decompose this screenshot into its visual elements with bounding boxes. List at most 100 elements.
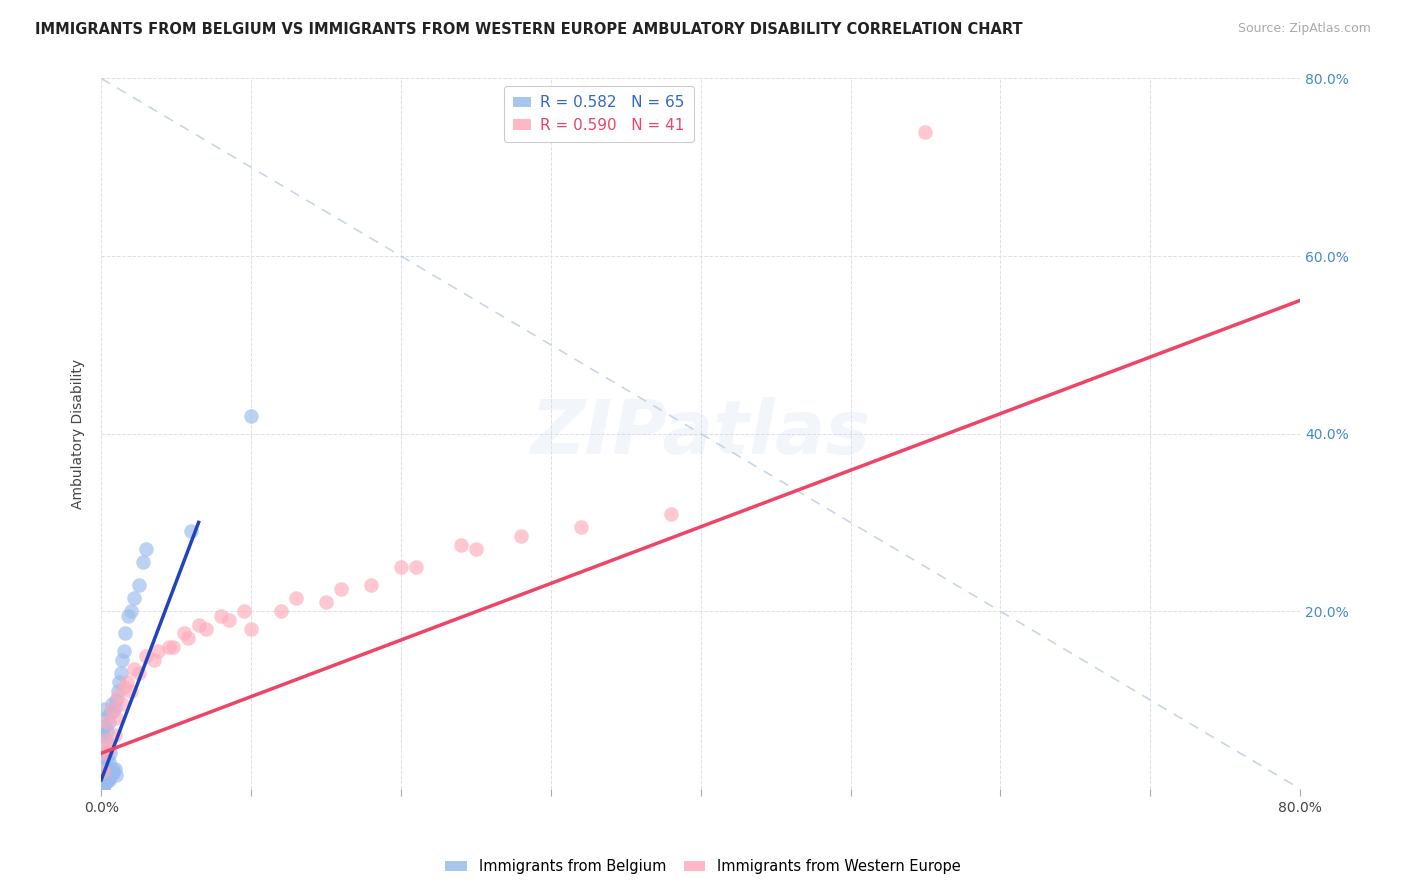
Point (360, 577, 382, 591)
Point (120, 604, 142, 618)
Point (97, 767, 120, 781)
Point (112, 644, 135, 658)
Point (218, 613, 240, 627)
Point (107, 689, 129, 703)
Point (285, 591, 308, 605)
Point (97, 755, 120, 769)
Point (177, 631, 200, 645)
Y-axis label: Ambulatory Disability: Ambulatory Disability (72, 359, 86, 508)
Point (91, 750, 114, 764)
Point (509, 529, 531, 543)
Point (330, 582, 353, 596)
Point (103, 762, 125, 776)
Text: Source: ZipAtlas.com: Source: ZipAtlas.com (1237, 22, 1371, 36)
Point (94, 772, 117, 787)
Point (94, 772, 117, 786)
Point (93, 768, 115, 782)
Point (91, 778, 114, 792)
Point (93, 777, 115, 791)
Point (94, 733, 117, 747)
Point (187, 617, 209, 632)
Point (93, 702, 115, 716)
Point (240, 622, 263, 636)
Point (240, 409, 263, 423)
Point (91, 764, 114, 778)
Point (132, 555, 155, 569)
Point (111, 698, 134, 712)
Point (115, 675, 138, 690)
Point (104, 700, 127, 714)
Point (94, 774, 117, 789)
Point (96, 750, 118, 764)
Point (94, 759, 117, 773)
Point (450, 538, 472, 552)
Point (146, 644, 169, 658)
Point (91, 780, 114, 794)
Point (91, 729, 114, 743)
Point (111, 653, 134, 667)
Point (180, 524, 202, 539)
Point (94, 774, 117, 789)
Point (315, 595, 337, 609)
Point (100, 702, 122, 716)
Point (103, 704, 125, 718)
Point (93, 746, 115, 760)
Point (100, 765, 122, 780)
Point (209, 608, 232, 623)
Point (93, 720, 115, 734)
Point (157, 640, 180, 654)
Legend: R = 0.582   N = 65, R = 0.590   N = 41: R = 0.582 N = 65, R = 0.590 N = 41 (503, 87, 693, 142)
Point (96, 769, 118, 783)
Point (94, 711, 117, 725)
Point (232, 604, 254, 618)
Point (173, 626, 195, 640)
Point (128, 577, 150, 591)
Point (114, 626, 136, 640)
Point (96, 768, 118, 782)
Point (103, 765, 125, 780)
Point (270, 604, 292, 618)
Point (104, 729, 127, 743)
Point (112, 680, 135, 694)
Point (104, 762, 127, 776)
Point (98, 768, 121, 782)
Point (96, 772, 118, 787)
Point (91, 764, 114, 778)
Point (91, 780, 114, 794)
Point (96, 771, 118, 785)
Point (914, 125, 936, 139)
Point (659, 507, 682, 521)
Point (569, 520, 592, 534)
Point (97, 741, 120, 756)
Point (128, 666, 150, 681)
Point (110, 666, 132, 681)
Point (108, 675, 131, 690)
Point (162, 640, 184, 654)
Point (96, 724, 118, 739)
Point (464, 542, 486, 557)
Point (94, 733, 117, 747)
Point (93, 746, 115, 760)
Point (105, 711, 128, 725)
Point (100, 698, 122, 712)
Point (98, 768, 121, 782)
Point (93, 775, 115, 789)
Point (122, 591, 145, 605)
Point (105, 768, 128, 782)
Point (195, 622, 218, 636)
Point (97, 771, 120, 785)
Text: ZIPatlas: ZIPatlas (530, 397, 870, 470)
Point (97, 772, 120, 787)
Point (105, 693, 128, 707)
Text: IMMIGRANTS FROM BELGIUM VS IMMIGRANTS FROM WESTERN EUROPE AMBULATORY DISABILITY : IMMIGRANTS FROM BELGIUM VS IMMIGRANTS FR… (35, 22, 1022, 37)
Point (93, 777, 115, 791)
Point (97, 715, 120, 730)
Point (94, 773, 117, 788)
Point (122, 662, 145, 676)
Point (98, 746, 121, 760)
Point (135, 542, 157, 557)
Point (135, 648, 157, 663)
Point (389, 559, 412, 574)
Point (98, 706, 121, 721)
Point (91, 778, 114, 792)
